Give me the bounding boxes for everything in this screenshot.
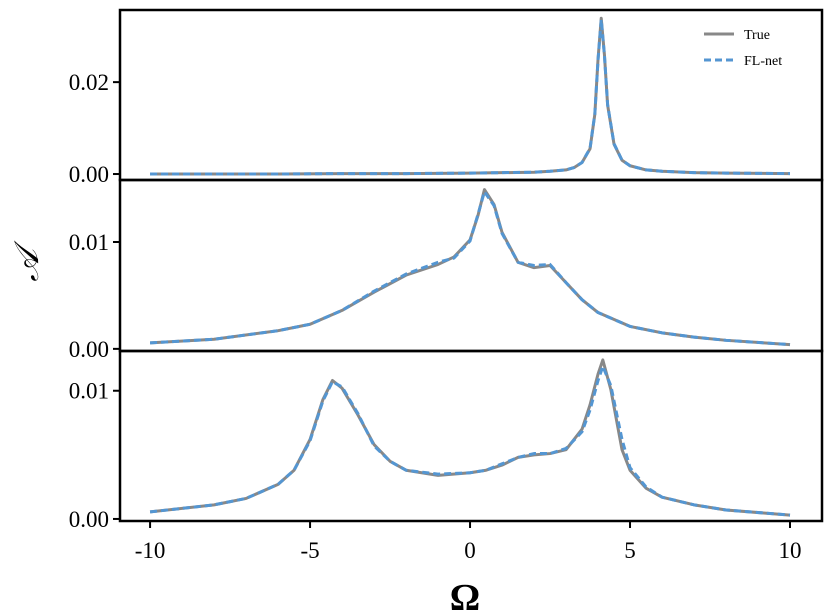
x-axis-label: Ω bbox=[450, 577, 480, 615]
legend-label: True bbox=[744, 28, 770, 43]
legend-label: FL-net bbox=[744, 54, 782, 69]
y-tick-label: 0.00 bbox=[69, 507, 109, 532]
y-tick-label: 0.01 bbox=[69, 379, 109, 404]
series-line bbox=[149, 364, 791, 517]
x-tick-label: -5 bbox=[300, 538, 319, 563]
series-line bbox=[149, 188, 791, 347]
panel-frame bbox=[118, 349, 824, 523]
x-tick-label: 0 bbox=[464, 538, 476, 563]
y-tick-label: 0.02 bbox=[69, 70, 109, 95]
y-tick-label: 0.00 bbox=[69, 162, 109, 187]
series-line bbox=[149, 358, 791, 517]
x-tick-label: -10 bbox=[135, 538, 166, 563]
x-tick-label: 10 bbox=[779, 538, 802, 563]
series-line bbox=[150, 18, 791, 176]
y-tick-label: 0.01 bbox=[69, 230, 109, 255]
series-line bbox=[150, 16, 791, 176]
panel-frame bbox=[118, 178, 824, 353]
x-tick-label: 5 bbox=[624, 538, 636, 563]
series-line bbox=[149, 190, 791, 347]
y-tick-label: 0.00 bbox=[69, 337, 109, 362]
y-axis-label: 𝒜 bbox=[9, 240, 46, 282]
